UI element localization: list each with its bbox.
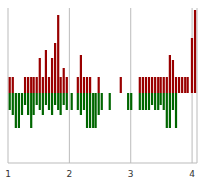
svg-text:1: 1 xyxy=(8,169,11,179)
svg-text:4: 4 xyxy=(189,169,192,179)
svg-text:3: 3 xyxy=(128,169,134,179)
svg-text:2: 2 xyxy=(66,169,72,179)
